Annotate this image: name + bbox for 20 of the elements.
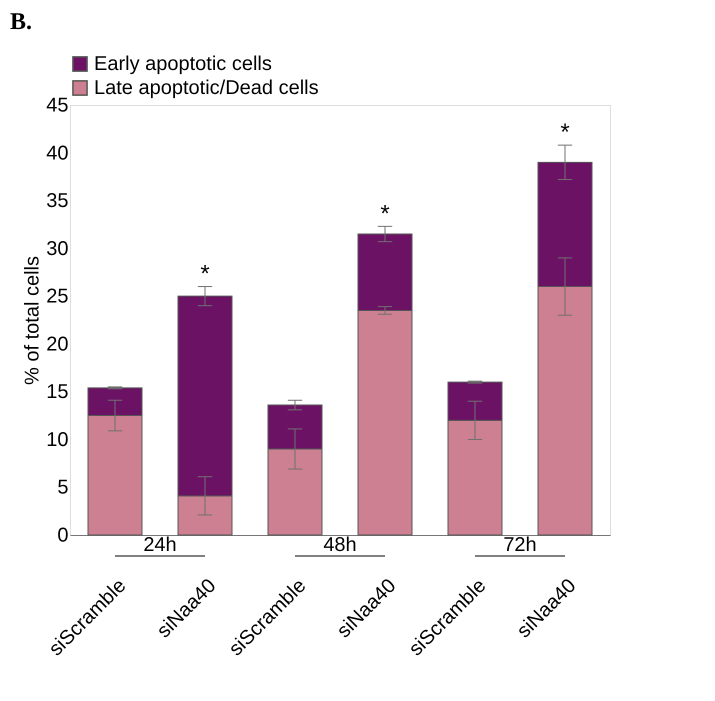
annotation: 24h (143, 534, 177, 556)
y-tick-label: 15 (46, 381, 68, 404)
legend-label: Late apoptotic/Dead cells (94, 77, 319, 99)
y-axis-title: % of total cells (21, 256, 44, 385)
data-label: * (200, 260, 210, 288)
legend-label: Early apoptotic cells (94, 53, 272, 75)
y-tick-label: 0 (57, 524, 68, 546)
data-label: * (380, 200, 390, 228)
data-label: * (560, 119, 570, 146)
y-tick-label: 20 (46, 333, 68, 356)
y-tick-label: 40 (46, 142, 68, 164)
y-tick-label: 30 (46, 238, 68, 260)
y-tick-label: 25 (46, 286, 68, 308)
y-tick-label: 45 (46, 94, 68, 116)
y-tick-label: 10 (46, 428, 68, 451)
annotation: 48h (323, 534, 357, 556)
y-tick-label: 5 (57, 476, 68, 499)
text: B. (10, 9, 32, 35)
annotation: 72h (503, 534, 537, 556)
y-tick-label: 35 (46, 190, 68, 212)
